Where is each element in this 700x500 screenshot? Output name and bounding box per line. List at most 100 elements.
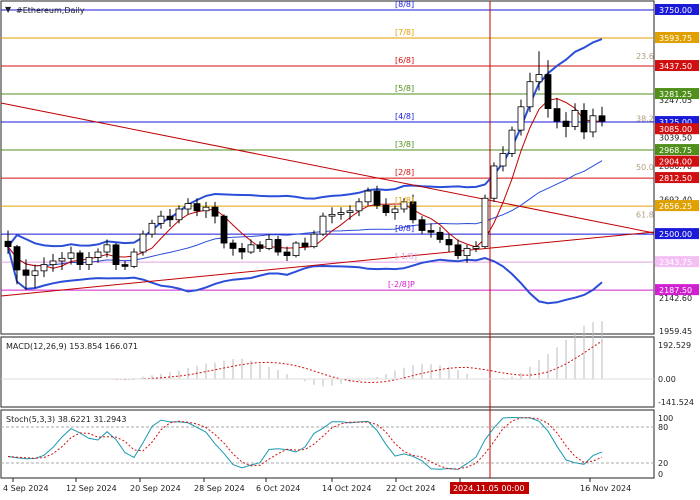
price-axis-label: 3247.05 — [659, 96, 692, 105]
candle-body — [472, 246, 480, 249]
time-axis-label: 14 Oct 2024 — [322, 484, 371, 493]
candle-body — [22, 269, 30, 276]
candle-body — [58, 257, 66, 262]
candle-body — [481, 197, 489, 248]
murrey-label: [-1/8] — [395, 252, 417, 261]
candle-body — [400, 201, 408, 210]
candle-body — [373, 190, 381, 206]
price-level-badge — [655, 284, 699, 296]
murrey-label: [1/8] — [395, 196, 414, 205]
bollinger-lower — [7, 246, 603, 305]
candle-body — [562, 120, 570, 127]
fib-label: 38.2 — [636, 115, 654, 124]
candle-body — [238, 248, 246, 253]
candle-body — [589, 115, 597, 133]
price-level-badge-text: 3281.25 — [659, 90, 692, 99]
time-axis-label: 6 Oct 2024 — [256, 484, 300, 493]
murrey-label: [2/8] — [395, 168, 414, 177]
price-level-badge — [655, 200, 699, 212]
candle-body — [130, 251, 138, 267]
chart-menu-icon[interactable]: ▼ — [5, 5, 12, 14]
candle-body — [571, 109, 579, 127]
candle-body — [310, 233, 318, 248]
candle-body — [463, 248, 471, 257]
murrey-lines — [1, 9, 654, 291]
candle-body — [427, 230, 435, 233]
price-level-badge-text: 2812.50 — [659, 174, 692, 183]
price-level-badge — [655, 60, 699, 72]
macd-panel[interactable] — [0, 336, 655, 408]
price-level-badge-text: 3085.00 — [659, 125, 692, 134]
trendline-down — [0, 102, 655, 234]
main-chart-title: #Ethereum,Daily — [16, 6, 85, 15]
price-level-badge-text: 2343.75 — [659, 258, 692, 267]
macd-scale-top: 192.529 — [658, 341, 691, 350]
murrey-labels: [8/8] [7/8] [6/8] [5/8] [4/8] [3/8] [2/8] [1/8]… — [388, 0, 654, 289]
price-level-badge-text: 3593.75 — [659, 34, 692, 43]
time-axis-label: 16 Nov 2024 — [580, 484, 631, 493]
murrey-label: [4/8] — [395, 112, 414, 121]
candle-body — [85, 256, 93, 265]
candle-body — [121, 264, 129, 267]
price-level-badge — [655, 116, 699, 128]
candle-body — [166, 215, 174, 221]
murrey-label: [3/8] — [395, 140, 414, 149]
price-axis-label: 3039.50 — [659, 133, 692, 142]
murrey-label: [7/8] — [395, 28, 414, 37]
price-level-badge-text: 3125.00 — [659, 118, 692, 127]
price-level-badge-text: 2187.50 — [659, 286, 692, 295]
price-level-badge — [655, 123, 699, 135]
price-level-badge-text: 2904.00 — [659, 158, 692, 167]
candle-body — [265, 239, 273, 249]
stochastic-indicator — [1, 416, 654, 470]
price-level-badge — [655, 88, 699, 100]
macd-title: MACD(12,26,9) 153.854 166.071 — [6, 342, 138, 351]
macd-scale-bottom: -141.524 — [658, 398, 694, 407]
bollinger-middle — [7, 160, 603, 267]
time-axis-label: 28 Sep 2024 — [194, 484, 245, 493]
candle-body — [94, 251, 102, 258]
candle-body — [40, 264, 48, 272]
candle-body — [391, 208, 399, 213]
murrey-label: [6/8] — [395, 56, 414, 65]
price-level-badge-text: 2656.25 — [659, 202, 692, 211]
candle-body — [346, 210, 354, 213]
stoch-scale-0: 0 — [658, 470, 663, 479]
candle-body — [328, 213, 336, 217]
candle-body — [220, 215, 228, 244]
stoch-scale-20: 20 — [658, 459, 668, 468]
candle-body — [301, 242, 309, 248]
candle-body — [517, 106, 525, 131]
murrey-label: [8/8] — [395, 0, 414, 9]
candle-body — [4, 240, 12, 248]
candle-body — [193, 203, 201, 212]
time-cursor-badge — [450, 482, 529, 494]
fib-label: 23.6 — [636, 52, 654, 61]
stoch-panel[interactable] — [0, 409, 655, 479]
candle-body — [283, 251, 291, 257]
candle-body — [229, 242, 237, 249]
candle-body — [337, 212, 345, 215]
macd-signal-line — [8, 340, 603, 384]
candle-body — [13, 246, 21, 271]
price-level-badge-text: 2968.75 — [659, 146, 692, 155]
macd-scale-zero: 0.00 — [658, 375, 676, 384]
price-level-badge — [655, 228, 699, 240]
fib-label: 50.0 — [636, 163, 654, 172]
price-level-badge — [655, 172, 699, 184]
time-axis: 4 Sep 2024 12 Sep 2024 20 Sep 2024 28 Sep 2… — [3, 478, 631, 493]
candle-body — [67, 252, 75, 259]
candle-body — [544, 74, 552, 110]
price-axis-label: 1959.45 — [659, 327, 692, 336]
candle-body — [526, 81, 534, 108]
candle-body — [175, 208, 183, 221]
price-level-badge-text: 2500.00 — [659, 230, 692, 239]
time-axis-label: 20 Sep 2024 — [130, 484, 181, 493]
candle-body — [598, 115, 606, 122]
price-level-badge-text: 3437.50 — [659, 62, 692, 71]
candle-body — [148, 222, 156, 235]
price-level-badge — [655, 144, 699, 156]
price-level-badge — [655, 256, 699, 268]
price-axis-label: 2142.60 — [659, 294, 692, 303]
